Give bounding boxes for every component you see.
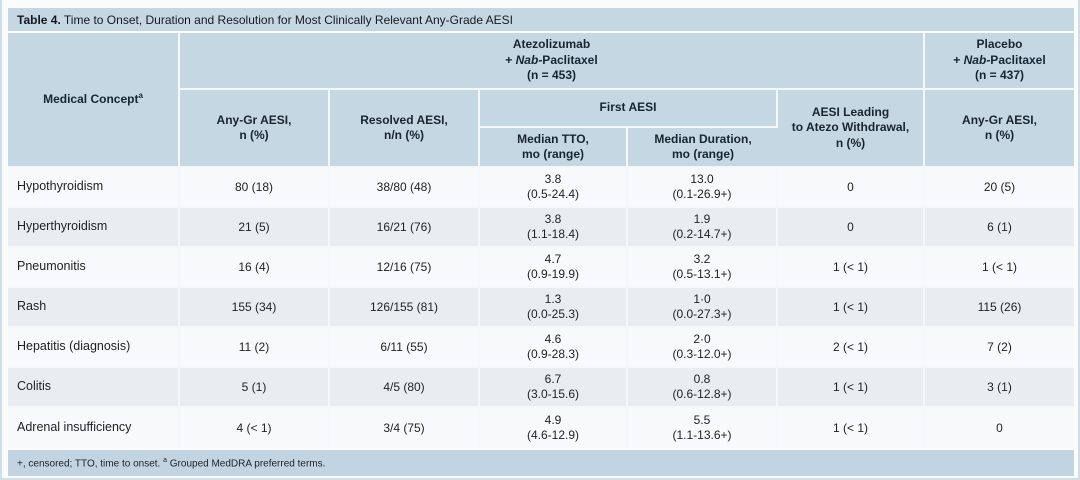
col-header-median-duration: Median Duration, mo (range) xyxy=(628,128,778,168)
table-cell: 2 (< 1) xyxy=(778,328,925,368)
col-header-medical-concept: Medical Concepta xyxy=(8,33,180,168)
col-header-any-grade-aesi: Any-Gr AESI, n (%) xyxy=(180,90,330,168)
table-cell: 4.9 (4.6-12.9) xyxy=(480,408,628,448)
table-cell: 3/4 (75) xyxy=(330,408,480,448)
table-cell: 7 (2) xyxy=(925,328,1074,368)
table-cell: 4/5 (80) xyxy=(330,368,480,408)
table-cell: 1 (< 1) xyxy=(778,368,925,408)
table-cell: 16/21 (76) xyxy=(330,208,480,248)
row-label: Hypothyroidism xyxy=(8,168,180,208)
table-cell: 3.8 (0.5-24.4) xyxy=(480,168,628,208)
table-number: Table 4. xyxy=(17,12,61,27)
table-cell: 0.8 (0.6-12.8+) xyxy=(628,368,778,408)
row-label: Hyperthyroidism xyxy=(8,208,180,248)
table-row: Hyperthyroidism 21 (5) 16/21 (76) 3.8 (1… xyxy=(8,208,1074,248)
table-cell: 80 (18) xyxy=(180,168,330,208)
table-row: Rash 155 (34) 126/155 (81) 1.3 (0.0-25.3… xyxy=(8,288,1074,328)
row-label: Colitis xyxy=(8,368,180,408)
table-cell: 20 (5) xyxy=(925,168,1074,208)
table-cell: 1·0 (0.0-27.3+) xyxy=(628,288,778,328)
table-row: Hypothyroidism 80 (18) 38/80 (48) 3.8 (0… xyxy=(8,168,1074,208)
table-cell: 13.0 (0.1-26.9+) xyxy=(628,168,778,208)
table-cell: 1.9 (0.2-14.7+) xyxy=(628,208,778,248)
table-cell: 4.7 (0.9-19.9) xyxy=(480,248,628,288)
table-cell: 16 (4) xyxy=(180,248,330,288)
table-title: Table 4. Time to Onset, Duration and Res… xyxy=(17,13,513,27)
table-cell: 4.6 (0.9-28.3) xyxy=(480,328,628,368)
table-cell: 155 (34) xyxy=(180,288,330,328)
table-row: Hepatitis (diagnosis) 11 (2) 6/11 (55) 4… xyxy=(8,328,1074,368)
col-group-atezolizumab: Atezolizumab + Nab-Paclitaxel (n = 453) xyxy=(180,33,925,90)
table-cell: 5 (1) xyxy=(180,368,330,408)
table-cell: 115 (26) xyxy=(925,288,1074,328)
table-cell: 38/80 (48) xyxy=(330,168,480,208)
table-cell: 2·0 (0.3-12.0+) xyxy=(628,328,778,368)
table-cell: 0 xyxy=(925,408,1074,448)
table-row: Pneumonitis 16 (4) 12/16 (75) 4.7 (0.9-1… xyxy=(8,248,1074,288)
table-cell: 3.8 (1.1-18.4) xyxy=(480,208,628,248)
row-label: Rash xyxy=(8,288,180,328)
table-cell: 3.2 (0.5-13.1+) xyxy=(628,248,778,288)
table-cell: 1 (< 1) xyxy=(778,288,925,328)
table-header: Medical Concepta Atezolizumab + Nab-Pacli… xyxy=(8,33,1074,168)
table-cell: 6 (1) xyxy=(925,208,1074,248)
table-cell: 3 (1) xyxy=(925,368,1074,408)
table-cell: 5.5 (1.1-13.6+) xyxy=(628,408,778,448)
table-cell: 1.3 (0.0-25.3) xyxy=(480,288,628,328)
row-label: Adrenal insufficiency xyxy=(8,408,180,448)
col-header-median-tto: Median TTO, mo (range) xyxy=(480,128,628,168)
group-header-row: Medical Concepta Atezolizumab + Nab-Pacli… xyxy=(8,33,1074,168)
footnote-mark: a xyxy=(163,456,167,464)
sub-header-row-2: Median TTO, mo (range) Median Duration, … xyxy=(8,128,1074,168)
table-cell: 6/11 (55) xyxy=(330,328,480,368)
table-body: Hypothyroidism 80 (18) 38/80 (48) 3.8 (0… xyxy=(8,168,1074,448)
table-cell: 11 (2) xyxy=(180,328,330,368)
medical-concept-footnote-mark: a xyxy=(138,91,143,101)
table-cell: 1 (< 1) xyxy=(925,248,1074,288)
col-header-aesi-withdrawal: AESI Leading to Atezo Withdrawal, n (%) xyxy=(778,90,925,168)
col-header-placebo-any-grade-aesi: Any-Gr AESI, n (%) xyxy=(925,90,1074,168)
row-label: Pneumonitis xyxy=(8,248,180,288)
aesi-data-table: Medical Concepta Atezolizumab + Nab-Pacli… xyxy=(8,33,1074,448)
table-cell: 126/155 (81) xyxy=(330,288,480,328)
footnote-bar: +, censored; TTO, time to onset. a Group… xyxy=(8,450,1074,476)
medical-concept-label: Medical Concept xyxy=(43,92,139,107)
table-row: Adrenal insufficiency 4 (< 1) 3/4 (75) 4… xyxy=(8,408,1074,448)
table-cell: 0 xyxy=(778,208,925,248)
table-cell: 4 (< 1) xyxy=(180,408,330,448)
table-cell: 1 (< 1) xyxy=(778,248,925,288)
col-group-placebo: Placebo + Nab-Paclitaxel (n = 437) xyxy=(925,33,1074,90)
table-figure: Table 4. Time to Onset, Duration and Res… xyxy=(8,8,1074,476)
table-cell: 0 xyxy=(778,168,925,208)
table-cell: 21 (5) xyxy=(180,208,330,248)
table-cell: 12/16 (75) xyxy=(330,248,480,288)
table-cell: 6.7 (3.0-15.6) xyxy=(480,368,628,408)
table-cell: 1 (< 1) xyxy=(778,408,925,448)
table-title-bar: Table 4. Time to Onset, Duration and Res… xyxy=(8,8,1074,31)
row-label: Hepatitis (diagnosis) xyxy=(8,328,180,368)
table-row: Colitis 5 (1) 4/5 (80) 6.7 (3.0-15.6) 0.… xyxy=(8,368,1074,408)
footnote-text: +, censored; TTO, time to onset. a Group… xyxy=(17,456,326,470)
col-header-resolved-aesi: Resolved AESI, n/n (%) xyxy=(330,90,480,168)
col-header-first-aesi: First AESI xyxy=(480,90,778,128)
sub-header-row-1: Any-Gr AESI, n (%) Resolved AESI, n/n (%… xyxy=(8,90,1074,168)
table-title-text: Time to Onset, Duration and Resolution f… xyxy=(60,12,514,27)
